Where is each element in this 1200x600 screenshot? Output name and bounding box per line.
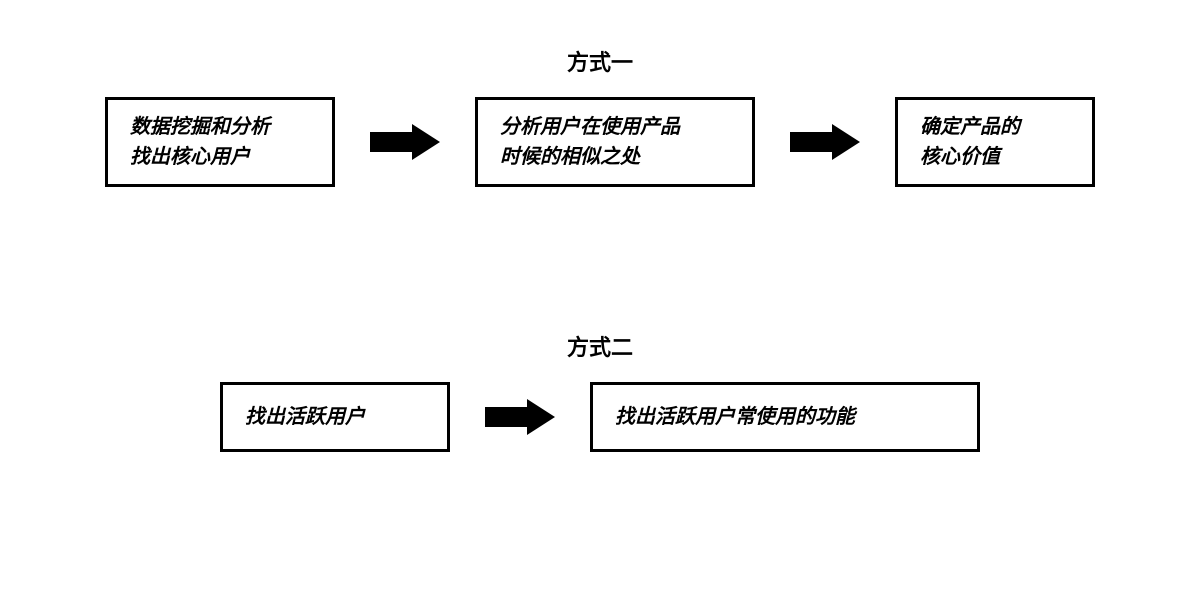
section-title-one: 方式一 bbox=[0, 45, 1200, 77]
flow-row-one: 数据挖掘和分析 找出核心用户 分析用户在使用产品 时候的相似之处 确定产品的 核… bbox=[0, 97, 1200, 187]
section-title-two: 方式二 bbox=[0, 330, 1200, 362]
box-data-mining: 数据挖掘和分析 找出核心用户 bbox=[105, 97, 335, 187]
box-core-value: 确定产品的 核心价值 bbox=[895, 97, 1095, 187]
arrow-icon bbox=[485, 399, 555, 435]
box-active-user-features: 找出活跃用户常使用的功能 bbox=[590, 382, 980, 452]
section-method-two: 方式二 找出活跃用户 找出活跃用户常使用的功能 bbox=[0, 330, 1200, 452]
box-analyze-similarity: 分析用户在使用产品 时候的相似之处 bbox=[475, 97, 755, 187]
arrow-icon bbox=[370, 124, 440, 160]
section-method-one: 方式一 数据挖掘和分析 找出核心用户 分析用户在使用产品 时候的相似之处 确定产… bbox=[0, 45, 1200, 187]
arrow-icon bbox=[790, 124, 860, 160]
flow-row-two: 找出活跃用户 找出活跃用户常使用的功能 bbox=[0, 382, 1200, 452]
box-active-users: 找出活跃用户 bbox=[220, 382, 450, 452]
